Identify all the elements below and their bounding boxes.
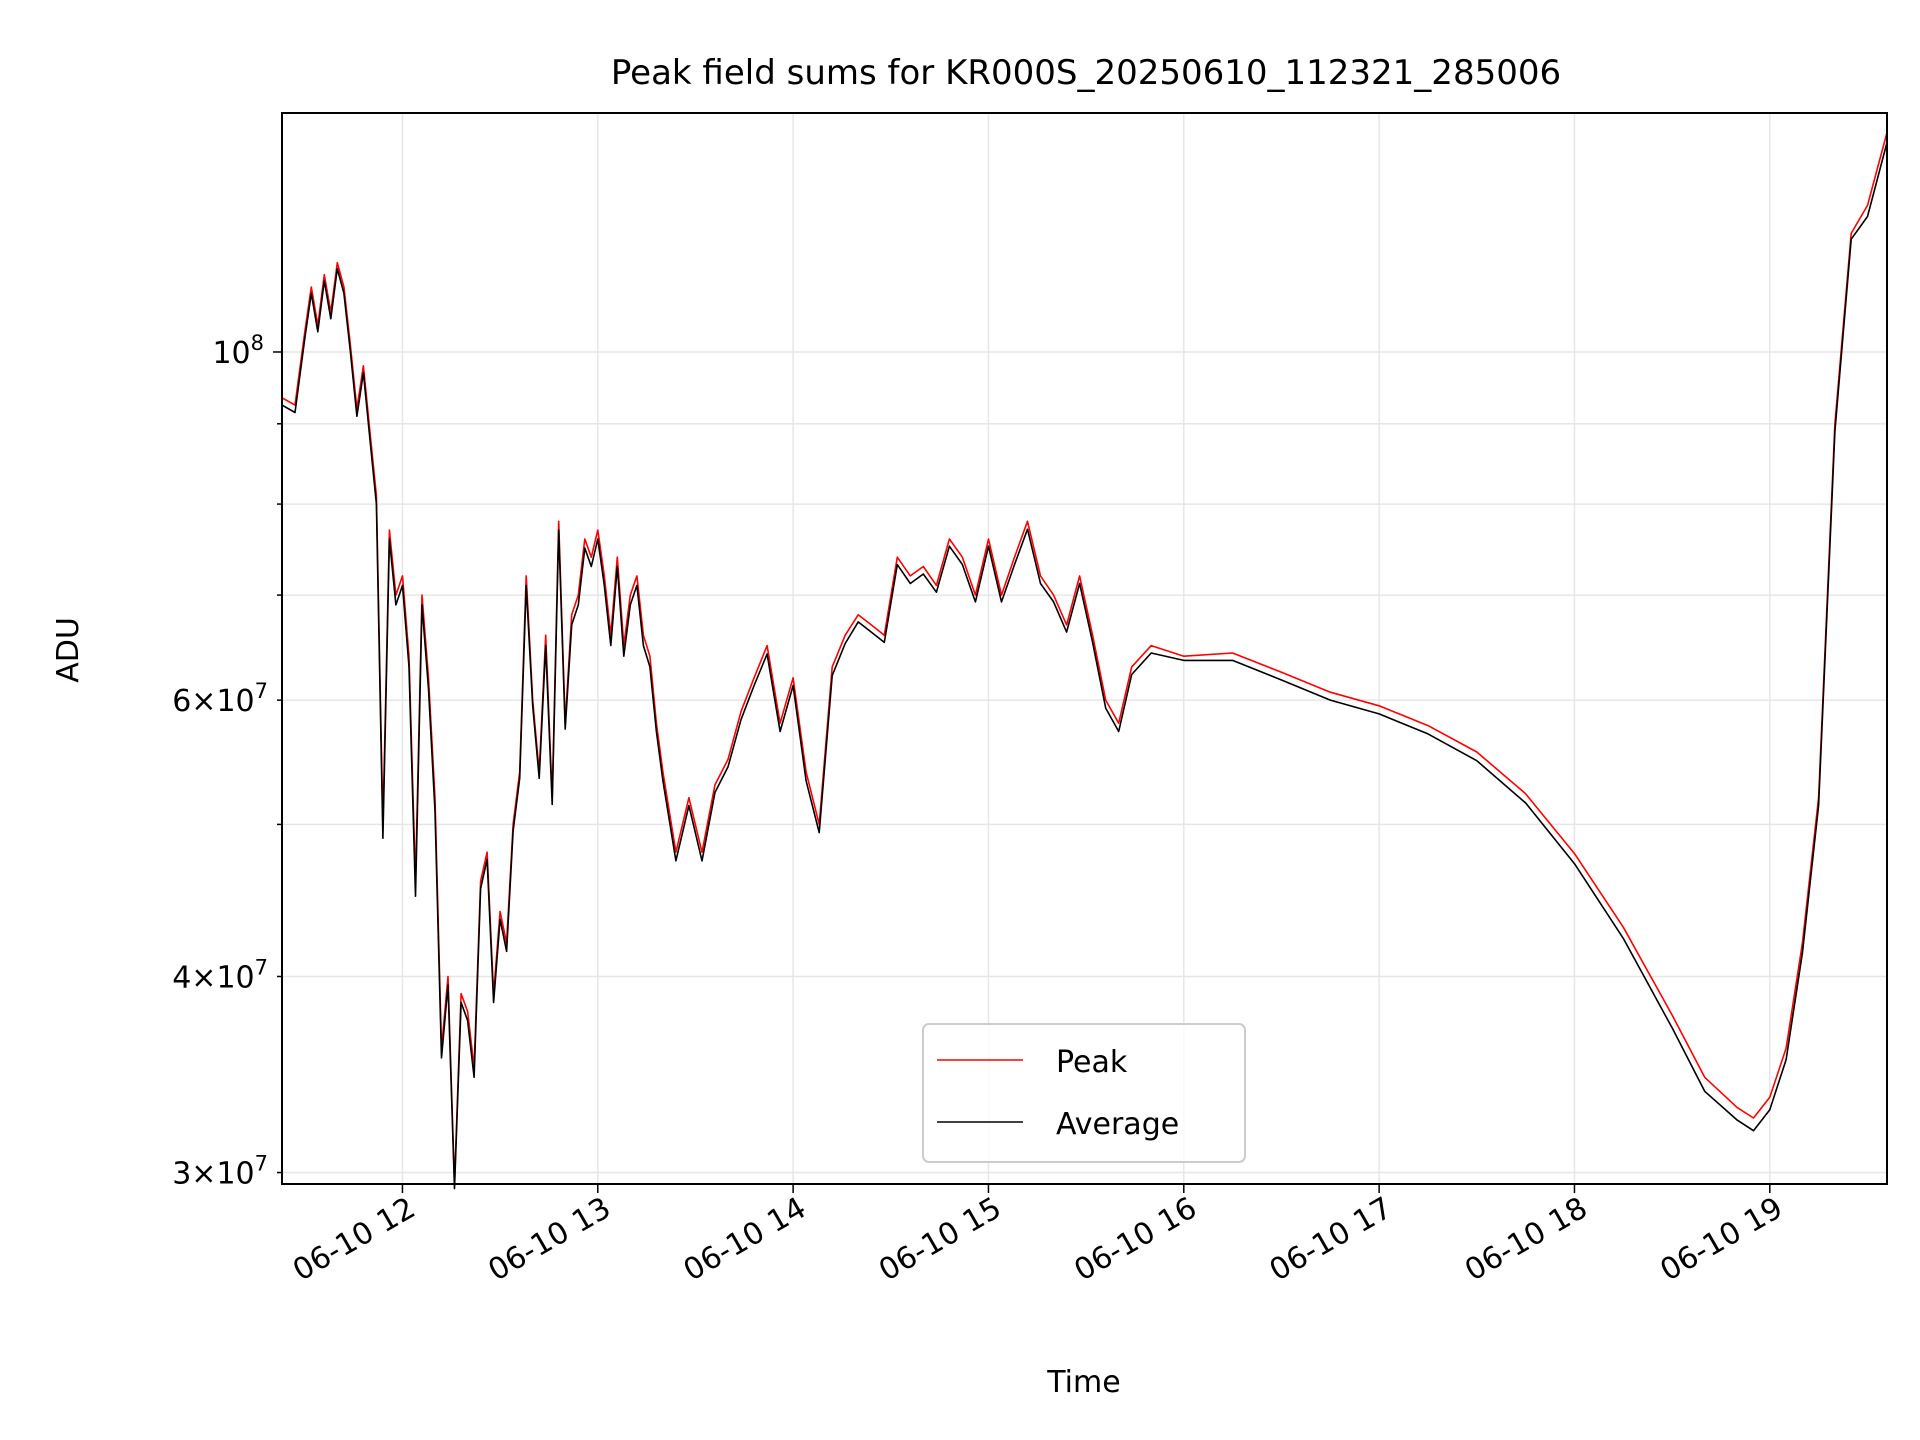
- y-tick-label: 6×107: [172, 679, 268, 719]
- legend-label-peak: Peak: [1056, 1045, 1128, 1080]
- y-tick-label: 3×107: [172, 1152, 268, 1192]
- grid: [282, 113, 1887, 1184]
- legend-label-average: Average: [1056, 1107, 1179, 1142]
- legend-box: [922, 1023, 1246, 1163]
- y-tick-label: 108: [212, 331, 264, 371]
- y-axis-label: ADU: [51, 617, 86, 683]
- y-axis: 108 3×107 4×107 6×107: [172, 331, 282, 1192]
- y-tick-label: 4×107: [172, 955, 268, 995]
- series-layer: [281, 132, 1888, 1190]
- series-line-average: [281, 142, 1888, 1190]
- chart-title: Peak field sums for KR000S_20250610_1123…: [611, 53, 1561, 93]
- x-axis-label: Time: [1046, 1365, 1120, 1400]
- plot-frame: [281, 112, 1888, 1185]
- legend: Peak Average: [922, 1023, 1246, 1163]
